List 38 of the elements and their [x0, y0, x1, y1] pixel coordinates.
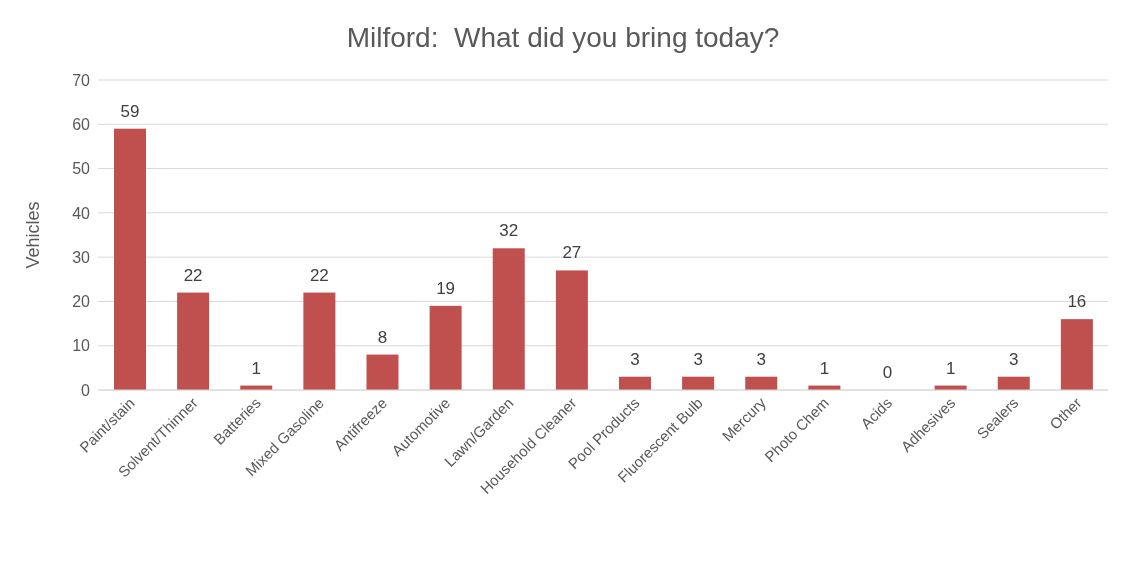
- data-label: 32: [499, 221, 519, 241]
- y-tick-label: 70: [72, 71, 91, 89]
- data-label: 22: [183, 265, 203, 285]
- bar: [177, 292, 210, 390]
- y-tick-label: 40: [72, 204, 91, 222]
- bar: [492, 248, 525, 390]
- bar: [997, 376, 1030, 390]
- y-tick-label: 30: [72, 248, 91, 266]
- data-label: 22: [309, 265, 329, 285]
- data-label: 16: [1067, 292, 1087, 312]
- data-label: 1: [251, 358, 261, 378]
- data-label: 3: [630, 349, 640, 369]
- data-label: 3: [1009, 349, 1019, 369]
- data-label: 3: [693, 349, 703, 369]
- data-label: 8: [377, 327, 388, 347]
- y-tick-label: 60: [72, 115, 91, 133]
- bar: [114, 128, 146, 390]
- bar: [682, 376, 715, 390]
- data-label: 1: [945, 358, 956, 378]
- bar: [1060, 319, 1093, 390]
- data-label: 19: [436, 278, 456, 298]
- data-label: 27: [562, 243, 582, 263]
- bar: [619, 376, 651, 390]
- data-label: 1: [819, 358, 830, 378]
- bar: [366, 354, 399, 390]
- y-tick-label: 20: [72, 293, 91, 311]
- data-label: 59: [120, 101, 140, 121]
- bar: [555, 270, 588, 390]
- bar: [745, 376, 778, 390]
- data-label: 3: [756, 349, 766, 369]
- data-label: 0: [882, 363, 893, 382]
- y-tick-label: 50: [72, 160, 91, 178]
- bar: [303, 292, 336, 390]
- y-tick-label: 0: [81, 381, 91, 399]
- chart-title: Milford: What did you bring today?: [345, 22, 781, 54]
- bar: [429, 305, 462, 390]
- y-tick-label: 10: [72, 337, 91, 355]
- y-axis-title: Vehicles: [23, 201, 44, 269]
